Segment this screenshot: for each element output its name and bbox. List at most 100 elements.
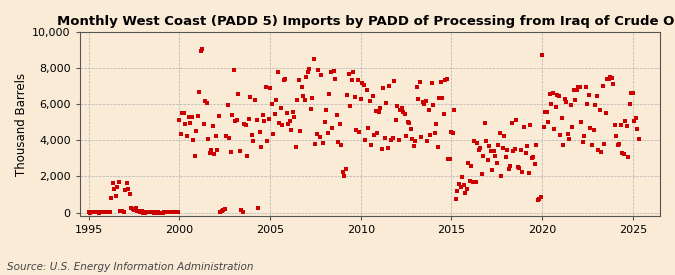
Point [307, 96, 318, 100]
Point [260, 85, 271, 90]
Point [623, 155, 634, 159]
Point [417, 100, 428, 105]
Point [445, 157, 456, 162]
Point [407, 136, 418, 141]
Point [165, 210, 176, 214]
Point [603, 77, 614, 81]
Point [393, 138, 404, 142]
Point [446, 130, 457, 134]
Point [475, 146, 485, 150]
Point [88, 210, 99, 214]
Point [339, 174, 350, 178]
Point [587, 143, 597, 147]
Point [263, 117, 274, 121]
Point [402, 120, 413, 124]
Point [367, 94, 378, 98]
Point [234, 149, 245, 153]
Point [449, 108, 460, 112]
Point [169, 210, 180, 214]
Point [209, 151, 219, 156]
Point [517, 170, 528, 174]
Point [601, 77, 612, 82]
Point [252, 205, 263, 210]
Point [414, 80, 425, 84]
Point [238, 210, 248, 214]
Point [550, 104, 561, 109]
Point [378, 86, 389, 90]
Point [86, 210, 97, 214]
Point [360, 138, 371, 142]
Point [520, 151, 531, 155]
Y-axis label: Thousand Barrels: Thousand Barrels [15, 73, 28, 176]
Point [408, 144, 419, 148]
Point [419, 102, 430, 106]
Point [350, 95, 360, 99]
Point [236, 208, 247, 212]
Point [458, 183, 469, 187]
Point [124, 191, 135, 196]
Point [590, 103, 601, 107]
Point [206, 148, 217, 152]
Point [217, 209, 227, 213]
Point [500, 154, 511, 159]
Point [522, 144, 533, 148]
Point [538, 125, 549, 130]
Point [511, 117, 522, 122]
Point [288, 110, 298, 114]
Point [105, 210, 115, 214]
Point [304, 67, 315, 71]
Point [302, 70, 313, 74]
Point [119, 188, 130, 192]
Point [401, 134, 412, 138]
Point [629, 119, 640, 123]
Point [202, 137, 213, 141]
Point [198, 122, 209, 127]
Point [617, 151, 628, 155]
Point [562, 132, 573, 136]
Point [186, 114, 197, 119]
Title: Monthly West Coast (PADD 5) Imports by PADD of Processing from Iraq of Crude Oil: Monthly West Coast (PADD 5) Imports by P… [57, 15, 675, 28]
Point [182, 134, 192, 139]
Point [162, 210, 173, 214]
Point [433, 145, 443, 149]
Point [612, 143, 623, 147]
Point [434, 95, 445, 100]
Point [512, 165, 523, 169]
Point [153, 210, 163, 214]
Point [100, 210, 111, 214]
Point [195, 49, 206, 54]
Point [351, 128, 362, 133]
Point [537, 53, 547, 57]
Point [410, 139, 421, 143]
Point [284, 119, 295, 123]
Point [322, 131, 333, 136]
Point [611, 133, 622, 138]
Point [504, 166, 514, 171]
Point [395, 107, 406, 112]
Point [240, 123, 251, 127]
Point [213, 114, 224, 119]
Point [157, 210, 168, 215]
Point [566, 103, 576, 107]
Point [262, 138, 273, 143]
Point [552, 93, 563, 97]
Point [576, 120, 587, 124]
Point [392, 103, 402, 108]
Point [230, 119, 241, 123]
Point [298, 94, 308, 98]
Point [591, 94, 602, 98]
Point [133, 209, 144, 213]
Point [597, 83, 608, 88]
Point [405, 126, 416, 131]
Point [610, 123, 620, 128]
Point [132, 209, 142, 213]
Point [508, 149, 519, 153]
Point [321, 108, 331, 112]
Point [373, 110, 384, 114]
Point [404, 120, 414, 125]
Point [121, 181, 132, 185]
Point [425, 133, 435, 137]
Point [580, 85, 591, 89]
Point [454, 182, 464, 186]
Point [413, 97, 424, 101]
